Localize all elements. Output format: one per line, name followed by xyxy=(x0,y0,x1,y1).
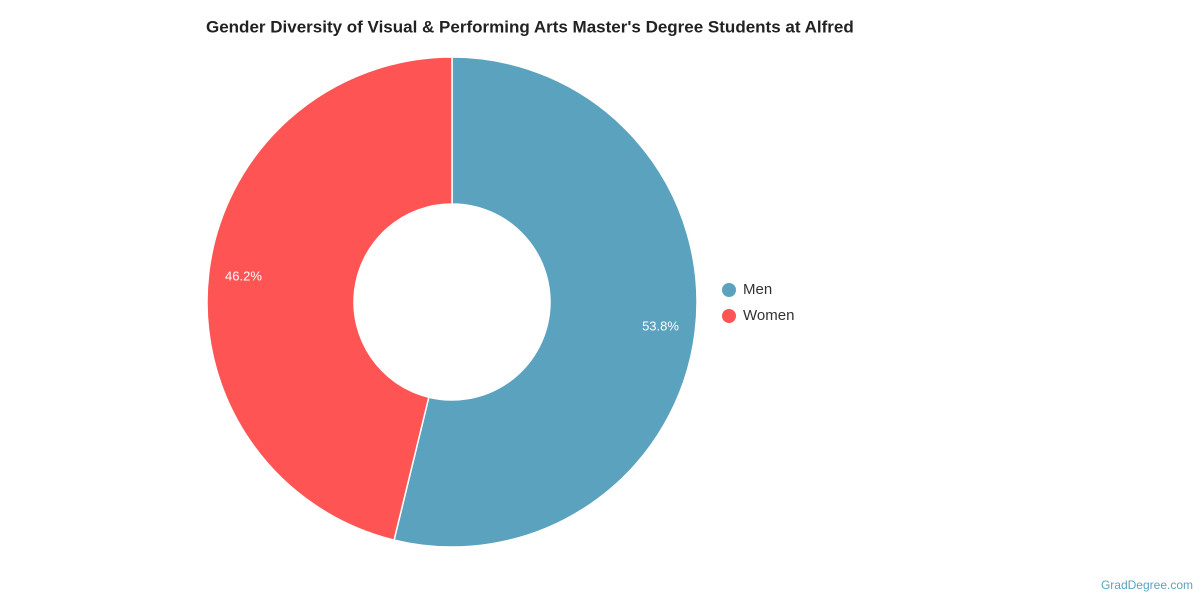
legend-swatch xyxy=(722,309,736,323)
legend-label: Women xyxy=(743,307,794,324)
slice xyxy=(206,56,453,541)
value-label: 53.8% xyxy=(642,318,679,333)
source: GradDegree.com xyxy=(1101,578,1193,592)
value-label: 46.2% xyxy=(225,268,262,283)
slice xyxy=(393,56,698,548)
legend-label: Men xyxy=(743,281,772,298)
chart-title: Gender Diversity of Visual & Performing … xyxy=(206,17,854,36)
legend-swatch xyxy=(722,283,736,297)
